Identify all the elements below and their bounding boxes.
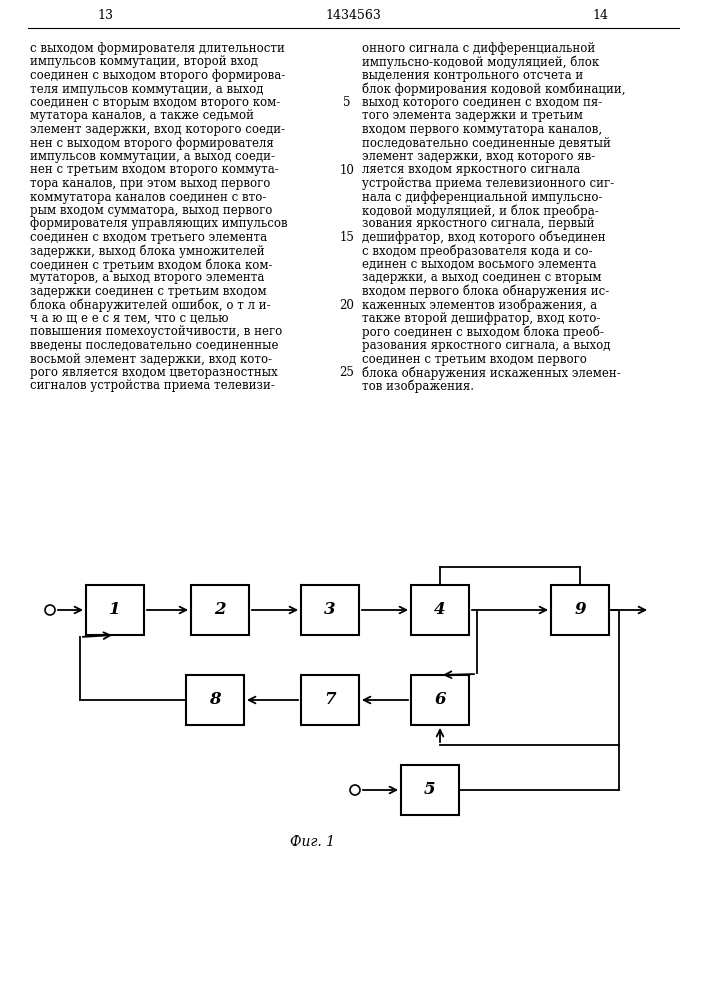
Text: рого соединен с выходом блока преоб-: рого соединен с выходом блока преоб- <box>362 326 604 339</box>
Text: элемент задержки, вход которого соеди-: элемент задержки, вход которого соеди- <box>30 123 285 136</box>
Bar <box>301 585 359 635</box>
Text: 1: 1 <box>109 601 121 618</box>
Text: единен с выходом восьмого элемента: единен с выходом восьмого элемента <box>362 258 597 271</box>
Text: 9: 9 <box>574 601 586 618</box>
Text: 10: 10 <box>339 164 354 177</box>
Text: задержки, выход блока умножителей: задержки, выход блока умножителей <box>30 244 264 258</box>
Text: восьмой элемент задержки, вход кото-: восьмой элемент задержки, вход кото- <box>30 353 272 365</box>
Text: рым входом сумматора, выход первого: рым входом сумматора, выход первого <box>30 204 272 217</box>
Text: импульсов коммутации, а выход соеди-: импульсов коммутации, а выход соеди- <box>30 150 275 163</box>
Text: 5: 5 <box>344 96 351 109</box>
Text: того элемента задержки и третьим: того элемента задержки и третьим <box>362 109 583 122</box>
Text: 1434563: 1434563 <box>325 9 381 22</box>
Text: последовательно соединенные девятый: последовательно соединенные девятый <box>362 136 611 149</box>
Text: тов изображения.: тов изображения. <box>362 379 474 393</box>
Text: импульсов коммутации, второй вход: импульсов коммутации, второй вход <box>30 55 258 68</box>
Text: блока обнаружения искаженных элемен-: блока обнаружения искаженных элемен- <box>362 366 621 379</box>
Text: 15: 15 <box>339 231 354 244</box>
Text: Фиг. 1: Фиг. 1 <box>290 835 335 849</box>
Text: 5: 5 <box>424 782 436 798</box>
Text: соединен с третьим входом первого: соединен с третьим входом первого <box>362 353 587 365</box>
Text: нен с выходом второго формирователя: нен с выходом второго формирователя <box>30 136 274 149</box>
Bar <box>551 585 609 635</box>
Text: сигналов устройства приема телевизи-: сигналов устройства приема телевизи- <box>30 379 275 392</box>
Text: соединен с вторым входом второго ком-: соединен с вторым входом второго ком- <box>30 96 280 109</box>
Text: каженных элементов изображения, а: каженных элементов изображения, а <box>362 298 597 312</box>
Text: ляется входом яркостного сигнала: ляется входом яркостного сигнала <box>362 163 580 176</box>
Text: 20: 20 <box>339 299 354 312</box>
Text: тора каналов, при этом выход первого: тора каналов, при этом выход первого <box>30 177 270 190</box>
Text: блок формирования кодовой комбинации,: блок формирования кодовой комбинации, <box>362 83 626 96</box>
Text: 13: 13 <box>97 9 113 22</box>
Text: входом первого блока обнаружения ис-: входом первого блока обнаружения ис- <box>362 285 609 298</box>
Text: 8: 8 <box>209 692 221 708</box>
Text: кодовой модуляцией, и блок преобра-: кодовой модуляцией, и блок преобра- <box>362 204 599 218</box>
Text: выход которого соединен с входом пя-: выход которого соединен с входом пя- <box>362 96 602 109</box>
Text: также второй дешифратор, вход кото-: также второй дешифратор, вход кото- <box>362 312 600 325</box>
Text: теля импульсов коммутации, а выход: теля импульсов коммутации, а выход <box>30 83 264 96</box>
Text: соединен с выходом второго формирова-: соединен с выходом второго формирова- <box>30 69 285 82</box>
Text: 3: 3 <box>325 601 336 618</box>
Text: 2: 2 <box>214 601 226 618</box>
Text: блока обнаружителей ошибок, о т л и-: блока обнаружителей ошибок, о т л и- <box>30 298 271 312</box>
Text: элемент задержки, вход которого яв-: элемент задержки, вход которого яв- <box>362 150 595 163</box>
Text: соединен с входом третьего элемента: соединен с входом третьего элемента <box>30 231 267 244</box>
Text: задержки, а выход соединен с вторым: задержки, а выход соединен с вторым <box>362 271 602 284</box>
Bar <box>86 585 144 635</box>
Bar <box>191 585 249 635</box>
Text: зования яркостного сигнала, первый: зования яркостного сигнала, первый <box>362 218 595 231</box>
Text: задержки соединен с третьим входом: задержки соединен с третьим входом <box>30 285 267 298</box>
Text: 25: 25 <box>339 366 354 379</box>
Text: мутатора каналов, а также седьмой: мутатора каналов, а также седьмой <box>30 109 254 122</box>
Text: введены последовательно соединенные: введены последовательно соединенные <box>30 339 279 352</box>
Text: устройства приема телевизионного сиг-: устройства приема телевизионного сиг- <box>362 177 614 190</box>
Bar <box>401 765 459 815</box>
Text: ч а ю щ е е с я тем, что с целью: ч а ю щ е е с я тем, что с целью <box>30 312 228 325</box>
Text: 7: 7 <box>325 692 336 708</box>
Text: входом первого коммутатора каналов,: входом первого коммутатора каналов, <box>362 123 602 136</box>
Text: коммутатора каналов соединен с вто-: коммутатора каналов соединен с вто- <box>30 190 267 204</box>
Text: импульсно-кодовой модуляцией, блок: импульсно-кодовой модуляцией, блок <box>362 55 599 69</box>
Text: дешифратор, вход которого объединен: дешифратор, вход которого объединен <box>362 231 606 244</box>
Text: онного сигнала с дифференциальной: онного сигнала с дифференциальной <box>362 42 595 55</box>
Text: с выходом формирователя длительности: с выходом формирователя длительности <box>30 42 285 55</box>
Text: нала с дифференциальной импульсно-: нала с дифференциальной импульсно- <box>362 190 602 204</box>
Text: с входом преобразователя кода и со-: с входом преобразователя кода и со- <box>362 244 592 258</box>
Bar <box>411 675 469 725</box>
Text: разования яркостного сигнала, а выход: разования яркостного сигнала, а выход <box>362 339 611 352</box>
Text: соединен с третьим входом блока ком-: соединен с третьим входом блока ком- <box>30 258 272 271</box>
Text: выделения контрольного отсчета и: выделения контрольного отсчета и <box>362 69 583 82</box>
Text: 4: 4 <box>434 601 446 618</box>
Text: повышения помехоустойчивости, в него: повышения помехоустойчивости, в него <box>30 326 282 338</box>
Bar <box>411 585 469 635</box>
Text: формирователя управляющих импульсов: формирователя управляющих импульсов <box>30 218 288 231</box>
Bar <box>301 675 359 725</box>
Text: мутаторов, а выход второго элемента: мутаторов, а выход второго элемента <box>30 271 264 284</box>
Text: 14: 14 <box>592 9 608 22</box>
Text: нен с третьим входом второго коммута-: нен с третьим входом второго коммута- <box>30 163 279 176</box>
Text: 6: 6 <box>434 692 446 708</box>
Bar <box>186 675 244 725</box>
Text: рого является входом цветоразностных: рого является входом цветоразностных <box>30 366 278 379</box>
